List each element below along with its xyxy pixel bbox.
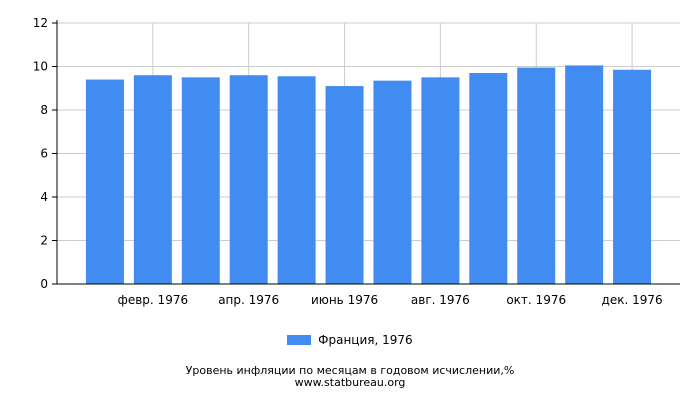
y-tick-labels: 0 2 4 6 8 10 12 (33, 16, 48, 291)
bar-chart: 0 2 4 6 8 10 12 февр. 1976 апр. 1976 июнь 1976 ав… (33, 16, 680, 307)
x-tick-label: апр. 1976 (218, 293, 279, 307)
bar (85, 79, 124, 284)
x-tick-label: июнь 1976 (311, 293, 378, 307)
y-tick-label: 10 (33, 60, 48, 74)
y-tick-label: 6 (40, 147, 48, 161)
bars (85, 65, 652, 285)
y-tick-label: 8 (40, 103, 48, 117)
x-tick-label: дек. 1976 (602, 293, 663, 307)
bar (373, 80, 412, 284)
y-tick-label: 4 (40, 190, 48, 204)
y-tick-label: 12 (33, 16, 48, 30)
legend-label: Франция, 1976 (318, 333, 413, 347)
chart-caption: Уровень инфляции по месяцам в годовом ис… (185, 364, 515, 377)
bar (229, 75, 268, 284)
source-url: www.statbureau.org (294, 376, 406, 389)
y-tick-label: 2 (40, 234, 48, 248)
bar (277, 76, 316, 284)
bar (613, 69, 652, 284)
bar (181, 77, 220, 284)
x-tick-label: авг. 1976 (411, 293, 470, 307)
y-tick-label: 0 (40, 277, 48, 291)
bar (469, 73, 508, 285)
bar (325, 86, 364, 284)
bar (133, 75, 172, 284)
legend-swatch (287, 335, 312, 345)
x-tick-label: февр. 1976 (118, 293, 189, 307)
bar (565, 65, 604, 284)
legend: Франция, 1976 (0, 333, 700, 347)
x-tick-label: окт. 1976 (506, 293, 566, 307)
bar (517, 67, 556, 285)
x-tick-labels: февр. 1976 апр. 1976 июнь 1976 авг. 1976 окт… (118, 293, 663, 307)
axes (52, 20, 680, 285)
bar (421, 77, 460, 284)
